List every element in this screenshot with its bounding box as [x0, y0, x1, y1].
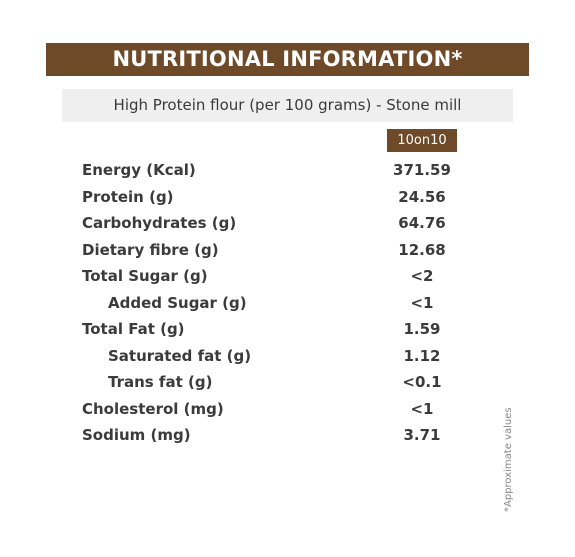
nutrient-row-carbohydrates: Carbohydrates (g) 64.76 — [0, 210, 575, 237]
nutrient-row-sodium: Sodium (mg) 3.71 — [0, 422, 575, 449]
nutrition-table: Energy (Kcal) 371.59 Protein (g) 24.56 C… — [0, 157, 575, 449]
nutrient-label: Total Sugar (g) — [82, 267, 208, 285]
approximate-values-footnote: *Approximate values — [503, 407, 514, 512]
nutrient-label: Energy (Kcal) — [82, 161, 196, 179]
nutrient-label: Added Sugar (g) — [108, 293, 247, 312]
nutrient-value: 64.76 — [398, 214, 446, 232]
nutrient-row-saturated-fat: Saturated fat (g) 1.12 — [0, 343, 575, 370]
nutrient-value: 1.59 — [403, 320, 441, 338]
nutrient-value: 12.68 — [398, 240, 446, 259]
nutrient-value: <1 — [410, 293, 434, 312]
nutrient-label: Protein (g) — [82, 187, 174, 206]
nutrient-value: <1 — [410, 399, 434, 418]
nutrition-title: NUTRITIONAL INFORMATION* — [46, 43, 529, 76]
column-header-brand: 10on10 — [387, 129, 457, 152]
nutrient-value: 24.56 — [398, 187, 446, 206]
nutrient-row-protein: Protein (g) 24.56 — [0, 184, 575, 211]
nutrient-label: Carbohydrates (g) — [82, 214, 237, 232]
nutrient-label: Saturated fat (g) — [108, 346, 252, 365]
nutrient-value: 371.59 — [393, 161, 451, 179]
nutrient-row-cholesterol: Cholesterol (mg) <1 — [0, 396, 575, 423]
nutrient-label: Trans fat (g) — [108, 373, 213, 391]
nutrient-value: <0.1 — [402, 373, 442, 391]
nutrient-row-dietary-fibre: Dietary fibre (g) 12.68 — [0, 237, 575, 264]
nutrient-label: Sodium (mg) — [82, 426, 191, 444]
nutrient-row-total-fat: Total Fat (g) 1.59 — [0, 316, 575, 343]
product-subtitle: High Protein flour (per 100 grams) - Sto… — [62, 89, 513, 122]
nutrient-value: 3.71 — [403, 426, 441, 444]
nutrient-row-energy: Energy (Kcal) 371.59 — [0, 157, 575, 184]
nutrient-label: Total Fat (g) — [82, 320, 185, 338]
nutrient-label: Dietary fibre (g) — [82, 240, 219, 259]
nutrient-value: <2 — [410, 267, 434, 285]
nutrient-label: Cholesterol (mg) — [82, 399, 224, 418]
nutrient-row-trans-fat: Trans fat (g) <0.1 — [0, 369, 575, 396]
nutrient-row-added-sugar: Added Sugar (g) <1 — [0, 290, 575, 317]
nutrient-value: 1.12 — [403, 346, 441, 365]
nutrient-row-total-sugar: Total Sugar (g) <2 — [0, 263, 575, 290]
